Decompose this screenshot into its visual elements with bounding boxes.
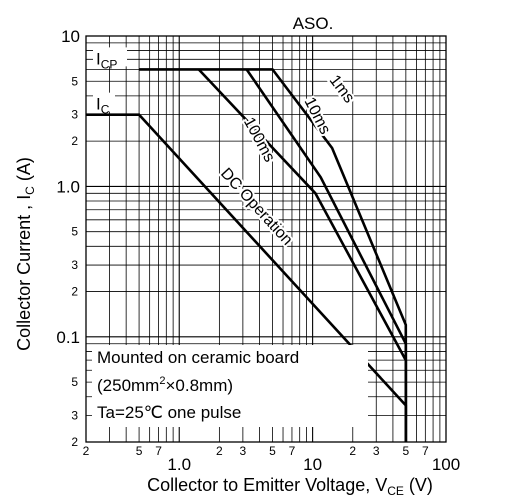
level-label-background	[93, 47, 127, 67]
series-label-dc-operation: DC Operation	[217, 165, 296, 249]
level-label-background	[93, 92, 115, 112]
x-axis-label-sub: CE	[387, 484, 404, 498]
x-tick-label: 2	[216, 444, 223, 458]
x-axis-label-unit: (V)	[404, 475, 433, 495]
y-tick-label: 0.1	[56, 328, 80, 347]
x-tick-label: 3	[240, 444, 247, 458]
note-board-size-sup: 2	[159, 375, 165, 387]
y-axis-label-sub: C	[23, 186, 37, 195]
x-tick-label: 5	[136, 444, 143, 458]
conditions-note: Mounted on ceramic board (250mm2×0.8mm) …	[92, 345, 368, 427]
x-tick-label: 100	[432, 455, 460, 474]
x-tick-label: 7	[422, 444, 429, 458]
y-tick-label: 1.0	[56, 177, 80, 196]
y-tick-label: 2	[71, 285, 78, 299]
y-tick-label: 3	[71, 108, 78, 122]
x-tick-label: 2	[349, 444, 356, 458]
x-tick-label: 5	[403, 444, 410, 458]
y-tick-label: 10	[61, 27, 80, 46]
x-axis-label-text: Collector to Emitter Voltage, V	[147, 475, 387, 495]
y-tick-label: 3	[71, 258, 78, 272]
y-axis-label: Collector Current , IC (A)	[14, 157, 37, 351]
y-tick-label: 2	[71, 435, 78, 449]
y-tick-label: 2	[71, 134, 78, 148]
y-tick-label: 5	[71, 375, 78, 389]
note-line-board-size: (250mm2×0.8mm)	[97, 375, 233, 395]
y-tick-label: 5	[71, 74, 78, 88]
note-board-size-after: ×0.8mm)	[165, 376, 233, 395]
y-axis-label-text: Collector Current , I	[14, 195, 34, 351]
x-tick-label: 7	[155, 444, 162, 458]
series-line-100ms	[197, 68, 408, 442]
chart-title: ASO.	[293, 14, 334, 33]
current-level-labels: ICP IC	[93, 47, 127, 117]
x-tick-label: 1.0	[167, 455, 191, 474]
plot-frame	[85, 35, 447, 443]
x-tick-label: 7	[289, 444, 296, 458]
x-tick-label: 2	[83, 444, 90, 458]
x-tick-label: 5	[269, 444, 276, 458]
note-board-size-text: (250mm	[97, 376, 159, 395]
note-line-condition: Ta=25℃ one pulse	[97, 403, 241, 422]
y-axis-label-unit: (A)	[14, 157, 34, 186]
level-label-c: IC	[96, 95, 110, 117]
y-tick-label: 5	[71, 225, 78, 239]
series-line-dc-operation	[86, 113, 408, 442]
y-tick-label: 3	[71, 409, 78, 423]
x-tick-label: 10	[303, 455, 322, 474]
note-line-mounted: Mounted on ceramic board	[97, 348, 299, 367]
note-background	[92, 345, 368, 427]
series-label-10ms: 10ms	[301, 95, 334, 138]
level-label-cp: ICP	[96, 49, 117, 71]
chart-series	[86, 68, 408, 442]
x-axis-label: Collector to Emitter Voltage, VCE (V)	[147, 475, 433, 498]
x-tick-label: 3	[373, 444, 380, 458]
